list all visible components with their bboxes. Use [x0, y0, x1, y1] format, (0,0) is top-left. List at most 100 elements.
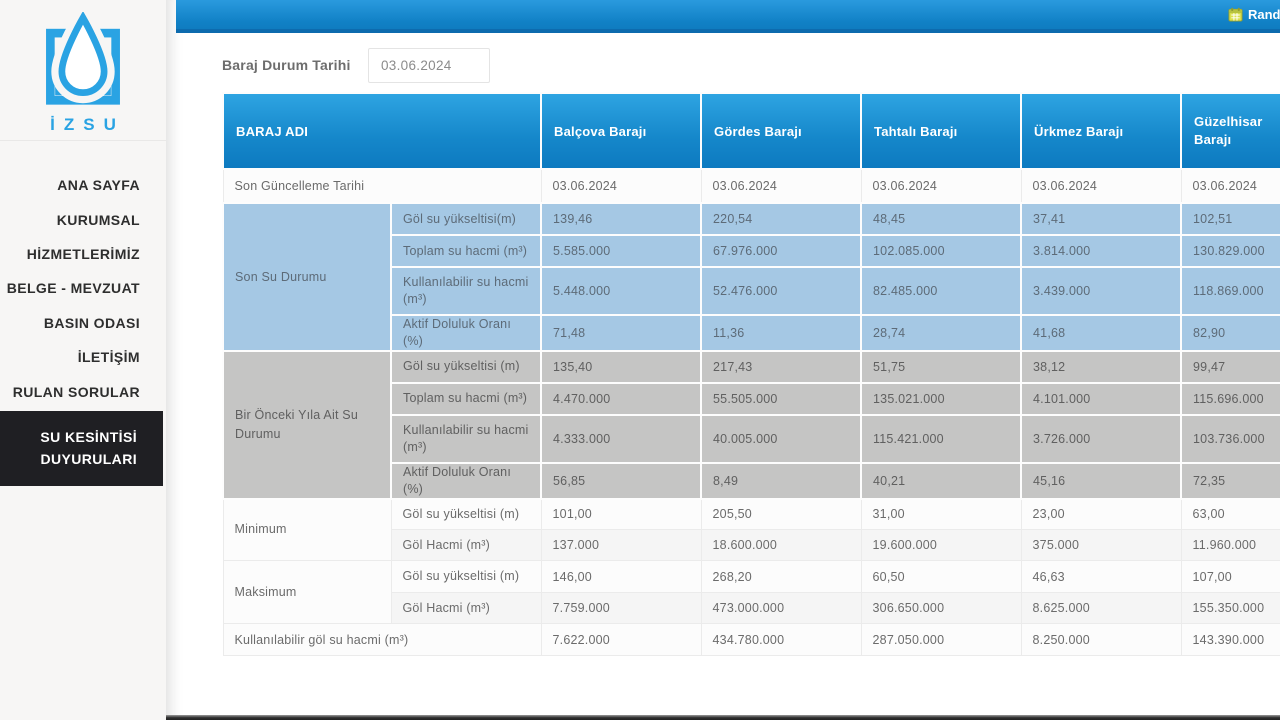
cell: 18.600.000: [700, 529, 862, 561]
sidebar-nav: ANA SAYFA KURUMSAL HİZMETLERİMİZ BELGE -…: [0, 168, 166, 486]
water-drop-logo-icon: [46, 0, 120, 105]
sidebar-item-basin-odasi[interactable]: BASIN ODASI: [43, 314, 140, 331]
table-row: Bir Önceki Yıla Ait Su Durumu Göl su yük…: [222, 349, 1280, 500]
calendar-icon: [1228, 7, 1243, 22]
cell: 67.976.000: [700, 234, 863, 268]
column-header-gordes: Gördes Barajı: [700, 92, 863, 170]
cell: 41,68: [1020, 314, 1183, 352]
cell: 46,63: [1020, 560, 1182, 593]
cell: 55.505.000: [700, 381, 863, 416]
cell: 8,49: [700, 461, 863, 500]
top-bar: Randevu: [176, 0, 1280, 33]
cell: 146,00: [540, 560, 702, 593]
izsu-logo[interactable]: İZSU: [0, 0, 166, 135]
cell: 130.829.000: [1180, 234, 1280, 268]
cell: 3.726.000: [1020, 413, 1183, 464]
cell: 375.000: [1020, 529, 1182, 561]
cell: 82.485.000: [860, 266, 1023, 316]
cell: 03.06.2024: [1020, 168, 1182, 204]
table-row: Aktif Doluluk Oranı (%) 71,48 11,36 28,7…: [223, 314, 1280, 352]
cell: 3.439.000: [1020, 266, 1183, 316]
cell: 103.736.000: [1180, 413, 1280, 464]
cell: 7.622.000: [540, 623, 702, 656]
table-row: Minimum Göl su yükseltisi (m) 101,00 205…: [222, 498, 1280, 561]
sidebar-item-hizmetlerimiz[interactable]: HİZMETLERİMİZ: [26, 245, 140, 262]
cell: 4.333.000: [540, 413, 703, 464]
cell: 37,41: [1020, 202, 1183, 236]
cell: 139,46: [540, 202, 703, 236]
cell: 268,20: [700, 560, 862, 593]
cell: 45,16: [1020, 461, 1183, 500]
table-row: Maksimum Göl su yükseltisi (m) 146,00 26…: [222, 560, 1280, 624]
cell: 107,00: [1180, 560, 1280, 593]
cell: 8.250.000: [1020, 623, 1182, 656]
cell: 03.06.2024: [700, 168, 862, 204]
row-label: Göl su yükseltisi(m): [389, 202, 543, 236]
dam-status-table: BARAJ ADI Balçova Barajı Gördes Barajı T…: [222, 92, 1280, 656]
table-row-update-date: Son Güncelleme Tarihi 03.06.2024 03.06.2…: [222, 168, 1280, 204]
table-header-row: BARAJ ADI Balçova Barajı Gördes Barajı T…: [222, 92, 1280, 170]
row-label: Aktif Doluluk Oranı (%): [389, 314, 543, 352]
cell: 03.06.2024: [1180, 168, 1280, 204]
sidebar-item-ana-sayfa[interactable]: ANA SAYFA: [57, 177, 140, 194]
dam-status-date-input[interactable]: [368, 48, 490, 83]
row-label: Göl su yükseltisi (m): [390, 560, 542, 593]
table-row: Göl Hacmi (m³) 7.759.000 473.000.000 306…: [223, 592, 1280, 624]
cell: 7.759.000: [540, 592, 702, 624]
sidebar-divider: [0, 140, 166, 141]
cell: 72,35: [1180, 461, 1280, 500]
column-header-urkmez: Ürkmez Barajı: [1020, 92, 1183, 170]
sidebar-item-belge-mevzuat[interactable]: BELGE - MEVZUAT: [6, 280, 140, 297]
row-label: Aktif Doluluk Oranı (%): [389, 461, 543, 500]
group-label-minimum: Minimum: [222, 498, 392, 561]
sidebar-item-kurumsal[interactable]: KURUMSAL: [56, 211, 140, 228]
cell: 03.06.2024: [540, 168, 702, 204]
cell: 5.448.000: [540, 266, 703, 316]
cell: 63,00: [1180, 498, 1280, 530]
row-label: Göl su yükseltisi (m): [389, 349, 543, 384]
cell: 71,48: [540, 314, 703, 352]
cell: 56,85: [540, 461, 703, 500]
sidebar-item-sorulan-sorular[interactable]: RULAN SORULAR: [12, 383, 140, 400]
cell: 217,43: [700, 349, 863, 384]
row-label: Toplam su hacmi (m³): [389, 381, 543, 416]
cell: 205,50: [700, 498, 862, 530]
table-row: Kullanılabilir su hacmi (m³) 4.333.000 4…: [223, 413, 1280, 464]
cell: 8.625.000: [1020, 592, 1182, 624]
cell: 99,47: [1180, 349, 1280, 384]
row-label: Kullanılabilir göl su hacmi (m³): [222, 623, 542, 656]
column-header-guzelhisar: Güzelhisar Barajı: [1180, 92, 1280, 170]
cell: 5.585.000: [540, 234, 703, 268]
sidebar-item-iletisim[interactable]: İLETİŞİM: [77, 349, 140, 366]
sidebar-item-su-kesintisi-duyurulari[interactable]: SU KESİNTİSİ DUYURULARI: [0, 410, 163, 486]
cell: 135,40: [540, 349, 703, 384]
cell: 11.960.000: [1180, 529, 1280, 561]
table-row: Toplam su hacmi (m³) 5.585.000 67.976.00…: [223, 234, 1280, 268]
cell: 31,00: [860, 498, 1022, 530]
cell: 48,45: [860, 202, 1023, 236]
group-label-son-su-durumu: Son Su Durumu: [222, 202, 392, 352]
cell: 135.021.000: [860, 381, 1023, 416]
cell: 40,21: [860, 461, 1023, 500]
cell: 434.780.000: [700, 623, 862, 656]
date-label: Baraj Durum Tarihi: [222, 57, 351, 73]
appointment-link[interactable]: Randevu: [1228, 7, 1280, 22]
bottom-edge-bar: [166, 715, 1280, 720]
dam-status-table-wrapper: BARAJ ADI Balçova Barajı Gördes Barajı T…: [222, 92, 1280, 692]
appointment-label: Randevu: [1248, 7, 1280, 22]
table-row-footer: Kullanılabilir göl su hacmi (m³) 7.622.0…: [222, 623, 1280, 656]
cell: 143.390.000: [1180, 623, 1280, 656]
cell: 52.476.000: [700, 266, 863, 316]
cell: 118.869.000: [1180, 266, 1280, 316]
main-content: Randevu Baraj Durum Tarihi BARAJ ADI Bal…: [166, 0, 1280, 720]
table-row: Kullanılabilir su hacmi (m³) 5.448.000 5…: [223, 266, 1280, 316]
cell: 23,00: [1020, 498, 1182, 530]
row-label: Kullanılabilir su hacmi (m³): [389, 266, 543, 316]
row-label: Kullanılabilir su hacmi (m³): [389, 413, 543, 464]
cell: 220,54: [700, 202, 863, 236]
cell: 155.350.000: [1180, 592, 1280, 624]
cell: 38,12: [1020, 349, 1183, 384]
table-row: Aktif Doluluk Oranı (%) 56,85 8,49 40,21…: [223, 461, 1280, 500]
sidebar: İZSU ANA SAYFA KURUMSAL HİZMETLERİMİZ BE…: [0, 0, 166, 720]
row-label: Göl Hacmi (m³): [390, 529, 542, 561]
